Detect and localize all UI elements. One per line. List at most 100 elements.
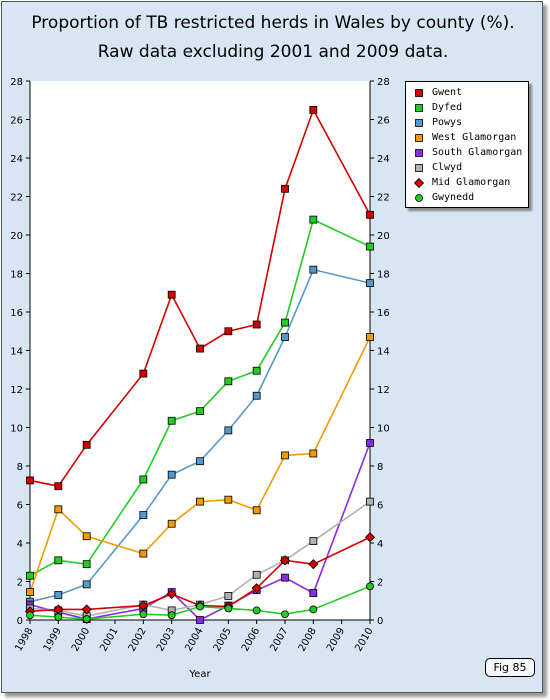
y-tick-label-left: 0 xyxy=(17,616,23,627)
y-tick-label-left: 16 xyxy=(10,308,23,319)
y-tick-label-left: 18 xyxy=(10,270,23,281)
data-point-gwynedd xyxy=(54,613,63,622)
data-point-gwynedd xyxy=(366,582,374,591)
data-point-mid-glamorgan xyxy=(166,588,177,600)
data-point-gwent xyxy=(26,476,34,485)
data-point-powys xyxy=(252,391,261,400)
x-tick-label: 2010 xyxy=(353,626,375,654)
legend-marker-gwent xyxy=(415,89,423,97)
data-point-south-glamorgan xyxy=(309,589,318,597)
series-gwynedd xyxy=(26,582,374,623)
x-tick-label: 2003 xyxy=(155,626,177,654)
legend-marker-west-glamorgan xyxy=(415,134,423,142)
data-point-west-glamorgan xyxy=(26,588,34,596)
y-tick-label-left: 4 xyxy=(17,539,23,550)
y-tick-label-left: 10 xyxy=(10,424,23,435)
series-dyfed xyxy=(26,215,374,580)
x-axis-title: Year xyxy=(188,669,211,680)
data-point-west-glamorgan xyxy=(82,532,91,541)
data-point-dyfed xyxy=(366,242,374,251)
series-gwent xyxy=(26,105,374,491)
data-point-gwent xyxy=(224,327,233,336)
legend-label: Clwyd xyxy=(432,162,463,173)
y-tick-label-right: 18 xyxy=(377,270,390,281)
data-point-west-glamorgan xyxy=(139,549,148,558)
data-point-gwynedd xyxy=(224,604,233,613)
y-tick-label-left: 14 xyxy=(10,347,23,358)
data-point-gwent xyxy=(309,105,318,114)
y-tick-label-left: 20 xyxy=(10,231,23,242)
legend-marker-south-glamorgan xyxy=(415,149,423,157)
chart-title-line-1: Proportion of TB restricted herds in Wal… xyxy=(31,13,515,33)
chart-title-line-2: Raw data excluding 2001 and 2009 data. xyxy=(97,42,449,62)
legend-swatch-powys xyxy=(415,119,423,127)
y-tick-label-right: 20 xyxy=(377,231,390,242)
data-point-south-glamorgan xyxy=(196,616,204,624)
chart-legend: Gwent Dyfed Powys West Glamorgan South Glamo… xyxy=(405,81,529,208)
y-tick-label-left: 22 xyxy=(10,193,23,204)
data-point-dyfed xyxy=(82,560,91,569)
y-tick-label-left: 26 xyxy=(10,116,23,127)
data-point-gwent xyxy=(281,184,289,193)
legend-swatch-gwent xyxy=(415,89,423,97)
data-point-powys xyxy=(54,591,63,599)
y-tick-label-right: 6 xyxy=(377,501,383,512)
y-tick-label-left: 8 xyxy=(17,462,23,473)
legend-label: Gwent xyxy=(432,87,463,98)
data-point-west-glamorgan xyxy=(224,495,233,504)
data-point-powys xyxy=(309,265,318,274)
data-point-gwent xyxy=(54,482,63,491)
data-point-powys xyxy=(196,457,204,466)
data-point-west-glamorgan xyxy=(196,497,204,506)
data-point-gwynedd xyxy=(167,611,176,620)
y-tick-label-right: 28 xyxy=(377,77,390,88)
y-tick-label-right: 24 xyxy=(377,154,390,165)
data-point-gwent xyxy=(167,290,176,299)
legend-label: Dyfed xyxy=(432,102,463,113)
legend-marker-clwyd xyxy=(415,164,423,172)
data-point-gwynedd xyxy=(139,610,148,619)
data-point-dyfed xyxy=(26,571,34,580)
data-point-powys xyxy=(139,511,148,519)
data-point-mid-glamorgan xyxy=(364,532,376,543)
legend-label: Powys xyxy=(432,117,463,128)
data-point-west-glamorgan xyxy=(167,519,176,528)
data-point-mid-glamorgan xyxy=(138,600,149,611)
data-point-clwyd xyxy=(224,592,233,600)
data-point-dyfed xyxy=(196,407,204,416)
data-point-gwent xyxy=(82,440,91,449)
x-tick-label: 2001 xyxy=(98,626,120,654)
y-tick-label-right: 22 xyxy=(377,193,390,204)
y-tick-label-left: 6 xyxy=(17,501,23,512)
legend-label: Mid Glamorgan xyxy=(432,177,511,188)
series-west-glamorgan xyxy=(26,333,374,596)
x-tick-label: 2006 xyxy=(240,626,262,654)
data-point-south-glamorgan xyxy=(281,573,289,582)
data-point-powys xyxy=(82,580,91,589)
data-point-gwynedd xyxy=(309,605,318,614)
data-point-west-glamorgan xyxy=(309,449,318,458)
figure-label: Fig 85 xyxy=(485,658,535,677)
legend-swatch-mid-glamorgan xyxy=(413,177,425,189)
data-point-powys xyxy=(167,470,176,479)
legend-marker-gwynedd xyxy=(415,194,423,202)
data-point-dyfed xyxy=(54,556,63,565)
data-point-gwynedd xyxy=(252,606,261,615)
data-point-gwent xyxy=(252,320,261,329)
x-tick-label: 2005 xyxy=(212,626,234,654)
data-point-west-glamorgan xyxy=(252,506,261,515)
x-tick-label: 1999 xyxy=(42,626,64,654)
legend-swatch-dyfed xyxy=(415,104,423,112)
y-tick-label-right: 0 xyxy=(377,616,383,627)
y-tick-label-left: 2 xyxy=(17,578,23,589)
series-powys xyxy=(26,265,374,606)
data-point-gwynedd xyxy=(82,615,91,623)
x-tick-label: 2002 xyxy=(127,626,149,654)
legend-marker-powys xyxy=(415,119,423,127)
x-tick-label: 2008 xyxy=(297,626,319,654)
data-point-mid-glamorgan xyxy=(308,559,319,570)
y-tick-label-left: 24 xyxy=(10,154,23,165)
data-point-dyfed xyxy=(252,366,261,375)
y-tick-label-right: 26 xyxy=(377,116,390,127)
data-point-dyfed xyxy=(309,215,318,224)
